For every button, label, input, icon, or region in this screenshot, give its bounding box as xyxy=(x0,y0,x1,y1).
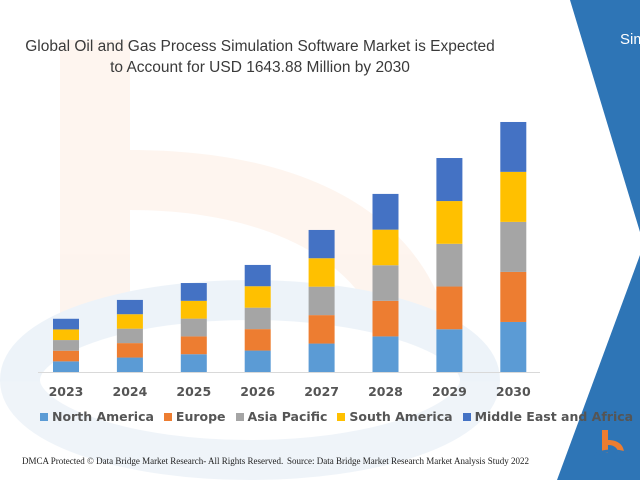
bar-segment-2024-europe xyxy=(116,343,143,358)
title-line-1: Global Oil and Gas Process Simulation So… xyxy=(25,38,495,55)
bar-segment-2029-south-america xyxy=(436,201,463,244)
title-line-2: to Account for USD 1643.88 Million by 20… xyxy=(110,59,410,76)
x-tick-label: 2024 xyxy=(113,384,148,399)
bar-segment-2029-europe xyxy=(436,286,463,330)
legend-item: Asia Pacific xyxy=(235,409,328,424)
chart-title: Global Oil and Gas Process Simulation So… xyxy=(0,36,520,78)
bar-segment-2027-south-america xyxy=(308,258,335,287)
legend-label: Middle East and Africa xyxy=(474,409,634,424)
bar-segment-2028-asia-pacific xyxy=(372,265,399,301)
bar-segment-2030-europe xyxy=(500,271,527,322)
bar-segment-2026-middle-east-and-africa xyxy=(244,264,271,287)
x-tick-label: 2028 xyxy=(368,384,403,399)
data-bridge-logo xyxy=(594,430,630,463)
x-tick-label: 2030 xyxy=(496,384,531,399)
bar-segment-2025-north-america xyxy=(180,354,207,372)
bar-segment-2028-europe xyxy=(372,300,399,337)
legend-label: South America xyxy=(349,409,453,424)
bar-segment-2024-middle-east-and-africa xyxy=(116,299,143,315)
bar-segment-2030-south-america xyxy=(500,171,527,222)
legend-item: Middle East and Africa xyxy=(462,409,634,424)
bar-segment-2027-asia-pacific xyxy=(308,286,335,316)
bar-segment-2027-north-america xyxy=(308,343,335,372)
legend-item: Europe xyxy=(163,409,226,424)
bar-segment-2023-europe xyxy=(53,350,79,362)
x-tick-label: 2027 xyxy=(304,384,339,399)
bar-segment-2024-south-america xyxy=(116,314,143,329)
legend-label: North America xyxy=(52,409,154,424)
legend-label: Asia Pacific xyxy=(247,409,328,424)
legend: North America Europe Asia Pacific South Ame… xyxy=(40,409,633,424)
bar-segment-2024-asia-pacific xyxy=(116,328,143,344)
legend-swatch xyxy=(337,412,346,421)
side-panel-text: Sim xyxy=(620,31,640,48)
legend-swatch xyxy=(40,412,48,421)
bar-segment-2030-middle-east-and-africa xyxy=(500,121,527,172)
bar-segment-2030-north-america xyxy=(500,321,527,372)
x-tick-label: 2023 xyxy=(49,384,84,399)
footer-source: Source: Data Bridge Market Research Mark… xyxy=(287,456,529,466)
bar-segment-2028-north-america xyxy=(372,336,399,372)
bar-segment-2026-europe xyxy=(244,329,271,351)
x-tick-label: 2025 xyxy=(176,384,211,399)
bar-segment-2028-south-america xyxy=(372,229,399,266)
bar-segment-2026-south-america xyxy=(244,286,271,308)
legend-item: South America xyxy=(337,409,453,424)
x-tick-label: 2026 xyxy=(240,384,275,399)
bar-segment-2029-north-america xyxy=(436,329,463,372)
legend-item: North America xyxy=(40,409,154,424)
footer-copyright: DMCA Protected © Data Bridge Market Rese… xyxy=(22,456,284,466)
bar-segment-2026-north-america xyxy=(244,350,271,372)
bar-segment-2023-middle-east-and-africa xyxy=(53,318,79,330)
bar-segment-2030-asia-pacific xyxy=(500,221,527,272)
bar-segment-2025-europe xyxy=(180,336,207,355)
legend-label: Europe xyxy=(175,409,226,424)
bar-segment-2026-asia-pacific xyxy=(244,307,271,330)
legend-swatch xyxy=(163,412,172,421)
x-tick-label: 2029 xyxy=(432,384,467,399)
legend-swatch xyxy=(235,412,244,421)
bar-segment-2027-europe xyxy=(308,315,335,344)
bar-segment-2027-middle-east-and-africa xyxy=(308,229,335,259)
decor-triangle-top xyxy=(570,0,640,232)
bar-segment-2025-south-america xyxy=(180,300,207,319)
bar-segment-2029-asia-pacific xyxy=(436,243,463,287)
bar-segment-2025-asia-pacific xyxy=(180,318,207,337)
legend-swatch xyxy=(462,412,471,421)
bar-segment-2023-asia-pacific xyxy=(53,340,79,351)
bar-segment-2023-south-america xyxy=(53,329,79,341)
bar-segment-2029-middle-east-and-africa xyxy=(436,158,463,202)
bar-segment-2025-middle-east-and-africa xyxy=(180,283,207,301)
bar-segment-2023-north-america xyxy=(53,361,79,372)
bar-segment-2024-north-america xyxy=(116,357,143,372)
bar-segment-2028-middle-east-and-africa xyxy=(372,193,399,230)
decor-triangle-bottom xyxy=(557,255,640,480)
